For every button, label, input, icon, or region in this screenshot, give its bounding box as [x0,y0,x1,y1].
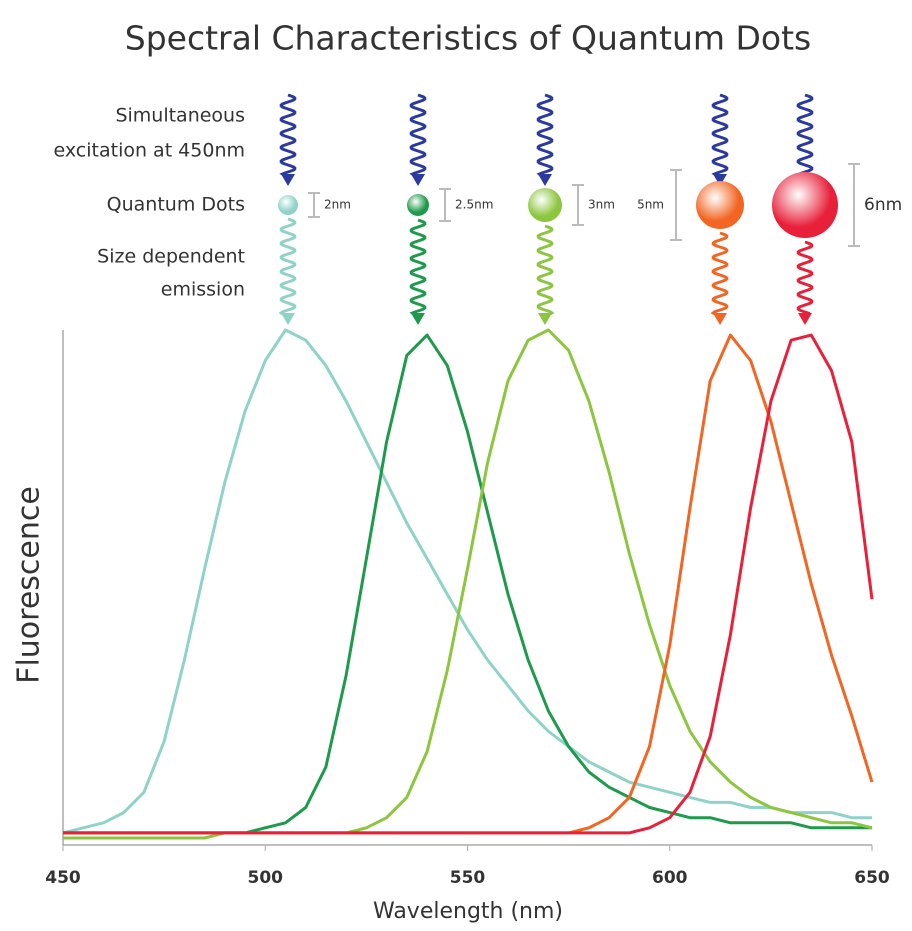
line-series [63,335,872,833]
excitation-arrow-head [411,174,425,186]
size-label: 2nm [324,198,351,212]
annotation: Size dependent [97,246,245,268]
emission-arrow [538,226,552,317]
size-bracket [308,193,320,217]
chart: Spectral Characteristics of Quantum Dots… [0,0,912,931]
quantum-dot [278,195,298,215]
annotation: excitation at 450nm [54,140,245,162]
excitation-arrow [798,95,812,178]
emission-arrow [411,220,425,317]
emission-arrow-head [538,313,552,325]
emission-arrow [713,233,727,317]
emission-arrow [281,219,295,317]
quantum-dot [407,194,429,216]
size-bracket [848,164,860,246]
emission-arrow-head [281,313,295,325]
emission-arrow-head [798,313,812,325]
x-tick-label: 550 [450,868,486,888]
chart-title: Spectral Characteristics of Quantum Dots [125,19,812,58]
emission-arrow [798,242,812,317]
annotation: Simultaneous [115,105,245,127]
emission-arrow-head [411,313,425,325]
quantum-dot [696,181,744,229]
emission-arrow-head [713,313,727,325]
annotation: emission [161,279,245,301]
line-series [63,330,872,833]
excitation-arrow [281,95,295,178]
x-tick-label: 650 [854,868,890,888]
size-bracket [572,185,584,225]
size-bracket [670,170,682,240]
excitation-arrow-head [538,174,552,186]
quantum-dot [772,172,838,238]
quantum-dot [528,188,562,222]
excitation-arrow [713,95,727,178]
line-series [63,335,872,833]
line-series [63,335,872,833]
excitation-arrow [538,95,552,178]
x-axis-label: Wavelength (nm) [373,899,563,924]
size-bracket [439,189,451,221]
x-tick-label: 450 [45,868,81,888]
x-tick-label: 600 [652,868,688,888]
excitation-arrow-head [281,174,295,186]
annotation: Quantum Dots [107,194,245,216]
size-label: 5nm [637,198,664,212]
size-label: 6nm [864,195,902,215]
excitation-arrow [411,95,425,178]
size-label: 3nm [588,198,615,212]
x-tick-label: 500 [248,868,284,888]
line-series [63,330,872,838]
size-label: 2.5nm [455,198,493,212]
y-axis-label: Fluorescence [12,486,47,684]
